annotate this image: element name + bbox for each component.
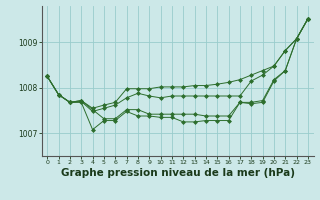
- X-axis label: Graphe pression niveau de la mer (hPa): Graphe pression niveau de la mer (hPa): [60, 168, 295, 178]
